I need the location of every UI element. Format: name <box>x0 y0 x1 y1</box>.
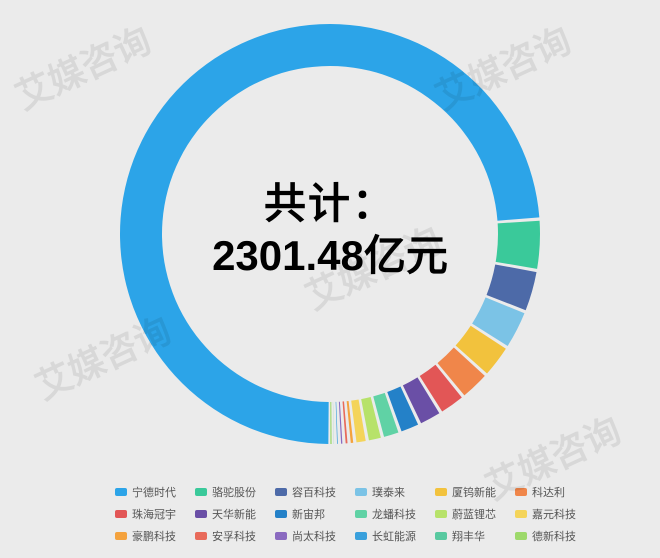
donut-slice <box>336 402 338 444</box>
legend-item: 璞泰来 <box>355 484 435 500</box>
legend-item: 豪鹏科技 <box>115 528 195 544</box>
legend-item: 尚太科技 <box>275 528 355 544</box>
legend-label: 宁德时代 <box>132 484 176 500</box>
donut-chart-container: 共计： 2301.48亿元 <box>0 0 660 460</box>
legend-label: 龙蟠科技 <box>372 506 416 522</box>
legend-swatch <box>195 532 207 540</box>
legend-label: 新宙邦 <box>292 506 325 522</box>
legend-item: 珠海冠宇 <box>115 506 195 522</box>
legend-label: 天华新能 <box>212 506 256 522</box>
legend-swatch <box>275 488 287 496</box>
legend-swatch <box>435 488 447 496</box>
legend-swatch <box>515 532 527 540</box>
legend-item: 骆驼股份 <box>195 484 275 500</box>
legend-label: 德新科技 <box>532 528 576 544</box>
legend-item: 翔丰华 <box>435 528 515 544</box>
legend-item: 科达利 <box>515 484 595 500</box>
legend-label: 珠海冠宇 <box>132 506 176 522</box>
legend-swatch <box>115 510 127 518</box>
legend-swatch <box>515 510 527 518</box>
legend-item: 蔚蓝锂芯 <box>435 506 515 522</box>
legend-label: 厦钨新能 <box>452 484 496 500</box>
donut-slice <box>343 401 348 443</box>
legend-swatch <box>275 510 287 518</box>
legend-item: 新宙邦 <box>275 506 355 522</box>
legend-item: 嘉元科技 <box>515 506 595 522</box>
legend-item: 德新科技 <box>515 528 595 544</box>
donut-slice <box>339 402 343 444</box>
legend-swatch <box>515 488 527 496</box>
legend-item: 容百科技 <box>275 484 355 500</box>
legend-label: 长虹能源 <box>372 528 416 544</box>
legend-label: 蔚蓝锂芯 <box>452 506 496 522</box>
legend-label: 翔丰华 <box>452 528 485 544</box>
donut-slice <box>330 402 331 444</box>
legend-label: 尚太科技 <box>292 528 336 544</box>
legend-item: 厦钨新能 <box>435 484 515 500</box>
legend-swatch <box>115 532 127 540</box>
legend-swatch <box>195 488 207 496</box>
legend-swatch <box>435 532 447 540</box>
legend-label: 安孚科技 <box>212 528 256 544</box>
donut-slice <box>333 402 334 444</box>
donut-slice <box>496 221 540 269</box>
legend-item: 天华新能 <box>195 506 275 522</box>
legend-swatch <box>195 510 207 518</box>
legend-swatch <box>355 532 367 540</box>
legend-label: 豪鹏科技 <box>132 528 176 544</box>
legend-label: 嘉元科技 <box>532 506 576 522</box>
legend-label: 璞泰来 <box>372 484 405 500</box>
legend-label: 骆驼股份 <box>212 484 256 500</box>
donut-chart <box>0 0 660 468</box>
legend-swatch <box>115 488 127 496</box>
legend-swatch <box>275 532 287 540</box>
legend-label: 容百科技 <box>292 484 336 500</box>
legend-swatch <box>355 488 367 496</box>
legend-label: 科达利 <box>532 484 565 500</box>
legend-swatch <box>355 510 367 518</box>
chart-legend: 宁德时代 骆驼股份 容百科技 璞泰来 厦钨新能 科达利珠海冠宇 天华新能 新宙邦 龙蟠科技 蔚蓝锂… <box>115 484 595 544</box>
legend-item: 龙蟠科技 <box>355 506 435 522</box>
legend-item: 长虹能源 <box>355 528 435 544</box>
legend-swatch <box>435 510 447 518</box>
legend-item: 安孚科技 <box>195 528 275 544</box>
legend-item: 宁德时代 <box>115 484 195 500</box>
